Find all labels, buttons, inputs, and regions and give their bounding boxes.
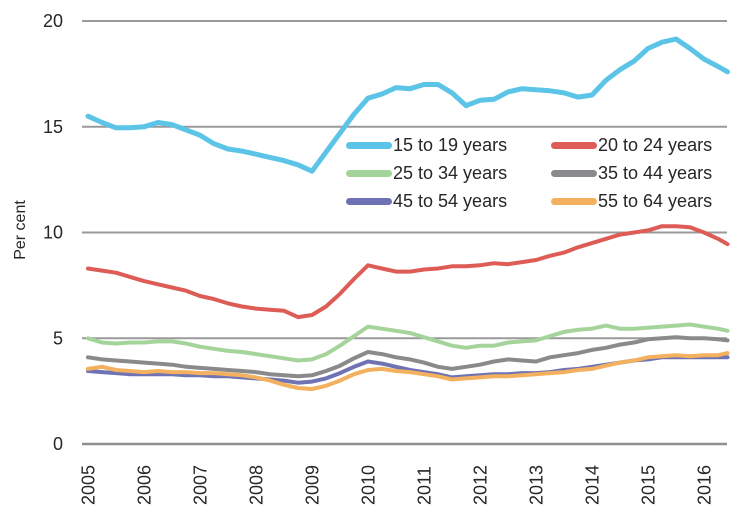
chart-legend: 15 to 19 years 20 to 24 years 25 to 34 y…	[346, 135, 712, 211]
x-tick-label-2016: 2016	[695, 465, 715, 505]
legend-label: 20 to 24 years	[598, 134, 713, 155]
x-tick-label-2012: 2012	[471, 465, 491, 505]
legend-swatch-35-to-44	[551, 169, 597, 177]
x-tick-label-2013: 2013	[527, 465, 547, 505]
legend-label: 25 to 34 years	[393, 162, 508, 183]
x-tick-label-2011: 2011	[415, 466, 435, 505]
legend-swatch-25-to-34	[346, 169, 392, 177]
x-tick-label-2006: 2006	[135, 465, 155, 505]
legend-item-15-to-19: 15 to 19 years	[346, 135, 551, 155]
series-line-35-to-44-years	[86, 335, 730, 379]
legend-item-35-to-44: 35 to 44 years	[551, 163, 712, 183]
series-line-20-to-24-years	[86, 224, 730, 320]
series-line-25-to-34-years	[86, 322, 730, 363]
legend-item-20-to-24: 20 to 24 years	[551, 135, 712, 155]
x-tick-label-2008: 2008	[247, 465, 267, 505]
y-axis-title: Per cent	[12, 200, 29, 260]
legend-item-25-to-34: 25 to 34 years	[346, 163, 551, 183]
x-tick-label-2010: 2010	[359, 465, 379, 505]
y-tick-label-20: 20	[43, 11, 63, 31]
x-tick-label-2015: 2015	[639, 465, 659, 505]
legend-item-55-to-64: 55 to 64 years	[551, 191, 712, 211]
legend-swatch-55-to-64	[551, 197, 597, 205]
y-tick-label-5: 5	[53, 328, 63, 348]
series-line-55-to-64-years	[86, 351, 730, 391]
y-tick-label-10: 10	[43, 223, 63, 243]
legend-swatch-20-to-24	[551, 141, 597, 149]
x-tick-label-2009: 2009	[303, 465, 323, 505]
y-tick-label-0: 0	[53, 434, 63, 454]
legend-label: 45 to 54 years	[393, 190, 508, 211]
x-tick-label-2014: 2014	[583, 465, 603, 505]
legend-label: 55 to 64 years	[598, 190, 713, 211]
legend-swatch-45-to-54	[346, 197, 392, 205]
legend-label: 15 to 19 years	[393, 134, 508, 155]
series-line-15-to-19-years	[85, 36, 730, 174]
legend-label: 35 to 44 years	[598, 162, 713, 183]
legend-swatch-15-to-19	[346, 141, 392, 149]
x-tick-label-2005: 2005	[79, 465, 99, 505]
x-tick-label-2007: 2007	[191, 465, 211, 505]
y-tick-label-15: 15	[43, 117, 63, 137]
legend-item-45-to-54: 45 to 54 years	[346, 191, 551, 211]
